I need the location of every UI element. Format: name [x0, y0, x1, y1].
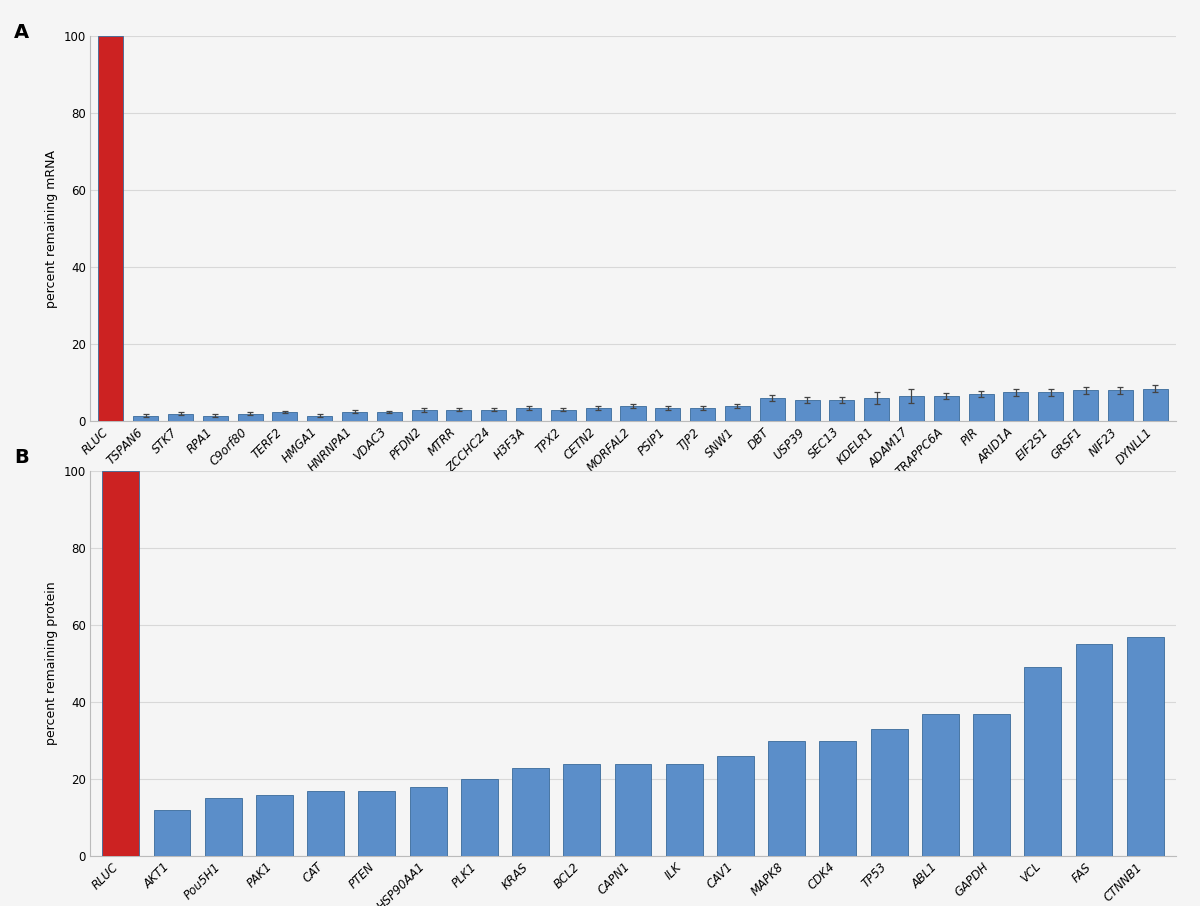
Bar: [307, 791, 344, 856]
Bar: [563, 764, 600, 856]
Bar: [272, 411, 298, 421]
Bar: [1142, 389, 1168, 421]
Bar: [690, 408, 715, 421]
Bar: [820, 741, 857, 856]
Bar: [666, 764, 703, 856]
Y-axis label: percent remaining mRNA: percent remaining mRNA: [46, 149, 58, 308]
Bar: [409, 786, 446, 856]
Bar: [238, 413, 263, 421]
Bar: [446, 410, 472, 421]
Bar: [922, 714, 959, 856]
Bar: [98, 36, 124, 421]
Bar: [1025, 668, 1061, 856]
Bar: [760, 399, 785, 421]
Bar: [614, 764, 652, 856]
Bar: [461, 779, 498, 856]
Bar: [871, 729, 907, 856]
Bar: [1075, 644, 1112, 856]
Bar: [864, 399, 889, 421]
Bar: [973, 714, 1010, 856]
Bar: [256, 795, 293, 856]
Bar: [481, 410, 506, 421]
Bar: [1108, 390, 1133, 421]
Bar: [899, 396, 924, 421]
Bar: [934, 396, 959, 421]
Bar: [359, 791, 395, 856]
Bar: [1073, 390, 1098, 421]
Bar: [586, 408, 611, 421]
Text: A: A: [14, 23, 30, 42]
Bar: [968, 394, 994, 421]
Bar: [205, 798, 241, 856]
Bar: [1127, 637, 1164, 856]
Bar: [154, 810, 191, 856]
Bar: [342, 411, 367, 421]
Bar: [718, 756, 754, 856]
Bar: [1003, 392, 1028, 421]
Bar: [203, 416, 228, 421]
Bar: [133, 416, 158, 421]
Bar: [412, 410, 437, 421]
Bar: [168, 413, 193, 421]
Bar: [768, 741, 805, 856]
Bar: [725, 406, 750, 421]
Bar: [655, 408, 680, 421]
Bar: [512, 767, 548, 856]
Bar: [829, 400, 854, 421]
Y-axis label: percent remaining protein: percent remaining protein: [46, 582, 58, 746]
Bar: [307, 416, 332, 421]
Bar: [377, 411, 402, 421]
Bar: [620, 406, 646, 421]
Text: B: B: [14, 448, 29, 467]
Bar: [1038, 392, 1063, 421]
Bar: [516, 408, 541, 421]
Bar: [794, 400, 820, 421]
Bar: [551, 410, 576, 421]
Bar: [102, 471, 139, 856]
